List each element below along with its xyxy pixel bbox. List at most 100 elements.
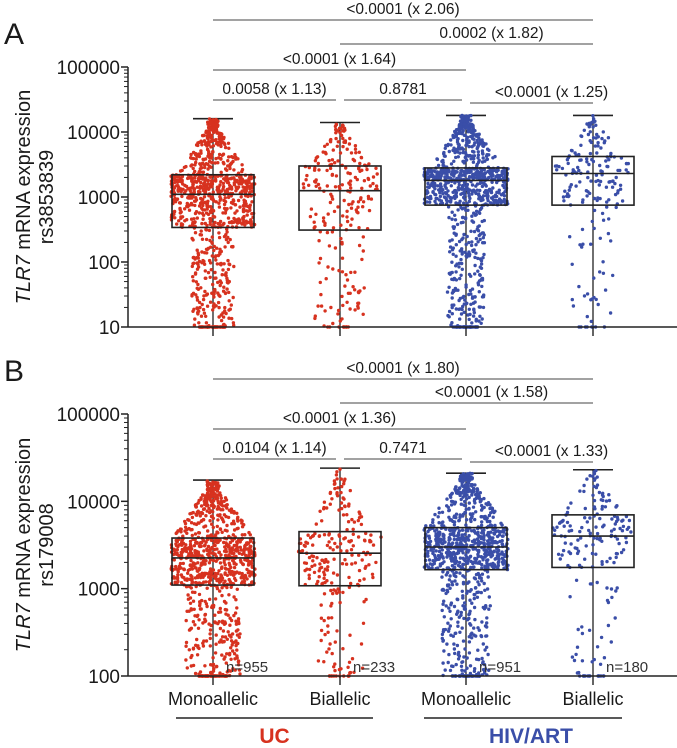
data-point	[560, 519, 564, 524]
data-point	[587, 162, 591, 167]
data-point	[450, 248, 455, 252]
data-point	[188, 627, 193, 631]
data-point	[451, 252, 455, 256]
data-point	[500, 552, 504, 556]
data-point	[467, 307, 471, 311]
data-point	[227, 155, 231, 159]
data-point	[480, 284, 484, 289]
data-point	[204, 504, 209, 508]
data-point	[462, 601, 467, 605]
data-point	[176, 529, 180, 533]
data-point	[440, 608, 444, 613]
data-point	[222, 640, 226, 644]
data-point	[451, 148, 455, 153]
data-point	[598, 163, 602, 168]
data-point	[194, 256, 199, 260]
data-point	[478, 491, 482, 495]
data-point	[203, 289, 207, 294]
data-point	[178, 206, 182, 211]
data-point	[318, 280, 322, 285]
data-point	[243, 533, 247, 537]
data-point	[453, 218, 458, 222]
data-point	[191, 166, 195, 171]
data-point	[440, 521, 444, 525]
data-point	[594, 173, 599, 177]
data-point	[319, 616, 324, 620]
data-point	[439, 169, 444, 173]
data-point	[326, 212, 330, 216]
data-point	[337, 590, 342, 594]
data-point	[336, 159, 340, 163]
data-point	[349, 151, 354, 155]
data-point	[469, 243, 474, 248]
data-point	[477, 494, 481, 498]
data-point	[217, 484, 221, 488]
data-point	[201, 507, 206, 512]
data-point	[219, 313, 223, 317]
data-point	[591, 543, 595, 547]
data-point	[460, 146, 464, 150]
data-point	[470, 149, 475, 154]
data-point	[502, 180, 507, 184]
data-point	[473, 255, 477, 260]
data-point	[453, 651, 457, 656]
data-point	[345, 147, 349, 151]
data-point	[449, 603, 453, 607]
data-point	[213, 543, 217, 548]
data-point	[334, 174, 339, 178]
data-point	[204, 571, 208, 576]
data-point	[458, 477, 462, 481]
data-point	[216, 518, 220, 522]
data-point	[225, 585, 229, 590]
data-point	[232, 570, 236, 574]
data-point	[202, 182, 206, 186]
data-point	[600, 560, 604, 564]
data-point	[566, 506, 570, 510]
data-point	[224, 271, 228, 275]
data-point	[606, 600, 611, 605]
data-point	[313, 159, 318, 163]
data-point	[352, 670, 356, 674]
data-point	[221, 315, 226, 319]
data-point	[198, 184, 203, 188]
data-point	[331, 591, 335, 596]
data-point	[218, 279, 222, 283]
data-point	[204, 228, 209, 232]
data-point	[600, 504, 605, 509]
data-point	[184, 658, 188, 662]
data-point	[198, 167, 202, 171]
data-point	[206, 270, 211, 275]
data-point	[488, 506, 492, 511]
data-point	[174, 567, 178, 571]
data-point	[226, 159, 230, 163]
data-point	[206, 529, 210, 533]
data-point	[240, 163, 244, 167]
data-point	[599, 635, 604, 640]
data-point	[350, 217, 354, 221]
data-point	[453, 213, 457, 217]
data-point	[610, 185, 615, 189]
data-point	[328, 642, 332, 646]
data-point	[221, 152, 226, 156]
data-point	[456, 155, 460, 159]
data-point	[195, 553, 199, 557]
data-point	[490, 524, 494, 528]
data-point	[357, 301, 361, 305]
data-point	[209, 503, 214, 508]
data-point	[603, 505, 608, 509]
data-point	[244, 204, 248, 208]
data-point	[217, 569, 221, 573]
data-point	[321, 216, 326, 220]
data-point	[467, 199, 471, 204]
data-point	[481, 256, 485, 260]
data-point	[184, 549, 189, 554]
data-point	[330, 158, 335, 162]
data-point	[300, 549, 305, 553]
data-point	[477, 671, 481, 675]
data-point	[197, 618, 201, 622]
data-point	[198, 514, 202, 518]
data-point	[183, 521, 188, 526]
data-point	[469, 302, 473, 306]
data-point	[213, 287, 217, 292]
data-point	[228, 166, 232, 171]
